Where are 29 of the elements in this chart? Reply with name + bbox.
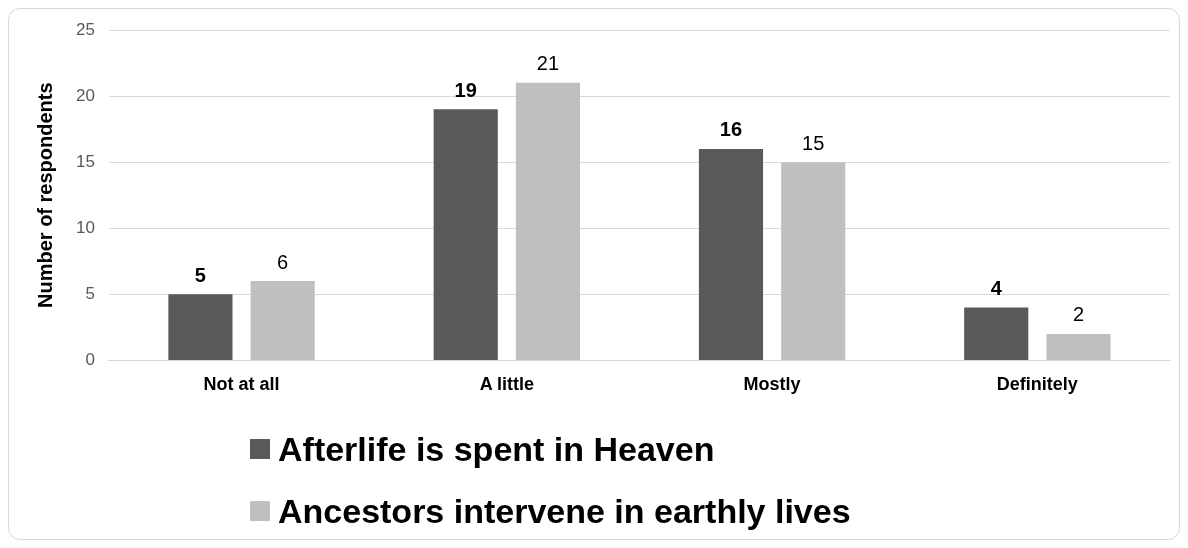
- y-tick-label: 20: [75, 85, 95, 105]
- y-tick-label: 25: [75, 19, 95, 39]
- bar: [781, 162, 846, 360]
- y-tick-label: 15: [75, 151, 95, 171]
- y-tick-label: 5: [85, 284, 95, 304]
- bar: [250, 281, 315, 360]
- data-label: 6: [277, 250, 289, 273]
- x-tick-label: Mostly: [743, 374, 801, 395]
- bar: [1046, 333, 1111, 360]
- x-tick-label: Definitely: [996, 374, 1078, 395]
- data-label: 15: [802, 131, 825, 154]
- data-label: 4: [990, 277, 1003, 300]
- bar: [698, 148, 764, 360]
- data-label: 2: [1072, 303, 1085, 326]
- y-axis-title: Number of respondents: [33, 82, 56, 308]
- y-tick-label: 0: [85, 350, 95, 370]
- data-label: 16: [719, 118, 743, 141]
- y-tick-label: 10: [75, 217, 95, 237]
- legend-label: Afterlife is spent in Heaven: [278, 429, 715, 469]
- data-label: 21: [536, 52, 560, 75]
- x-tick-label: A little: [479, 374, 534, 395]
- bar: [964, 307, 1029, 360]
- data-label: 5: [194, 263, 206, 286]
- x-tick-label: Not at all: [203, 374, 280, 395]
- data-label: 19: [454, 78, 477, 101]
- bar: [168, 294, 233, 360]
- legend-label: Ancestors intervene in earthly lives: [278, 491, 851, 531]
- bar: [433, 109, 498, 360]
- bar: [515, 82, 581, 360]
